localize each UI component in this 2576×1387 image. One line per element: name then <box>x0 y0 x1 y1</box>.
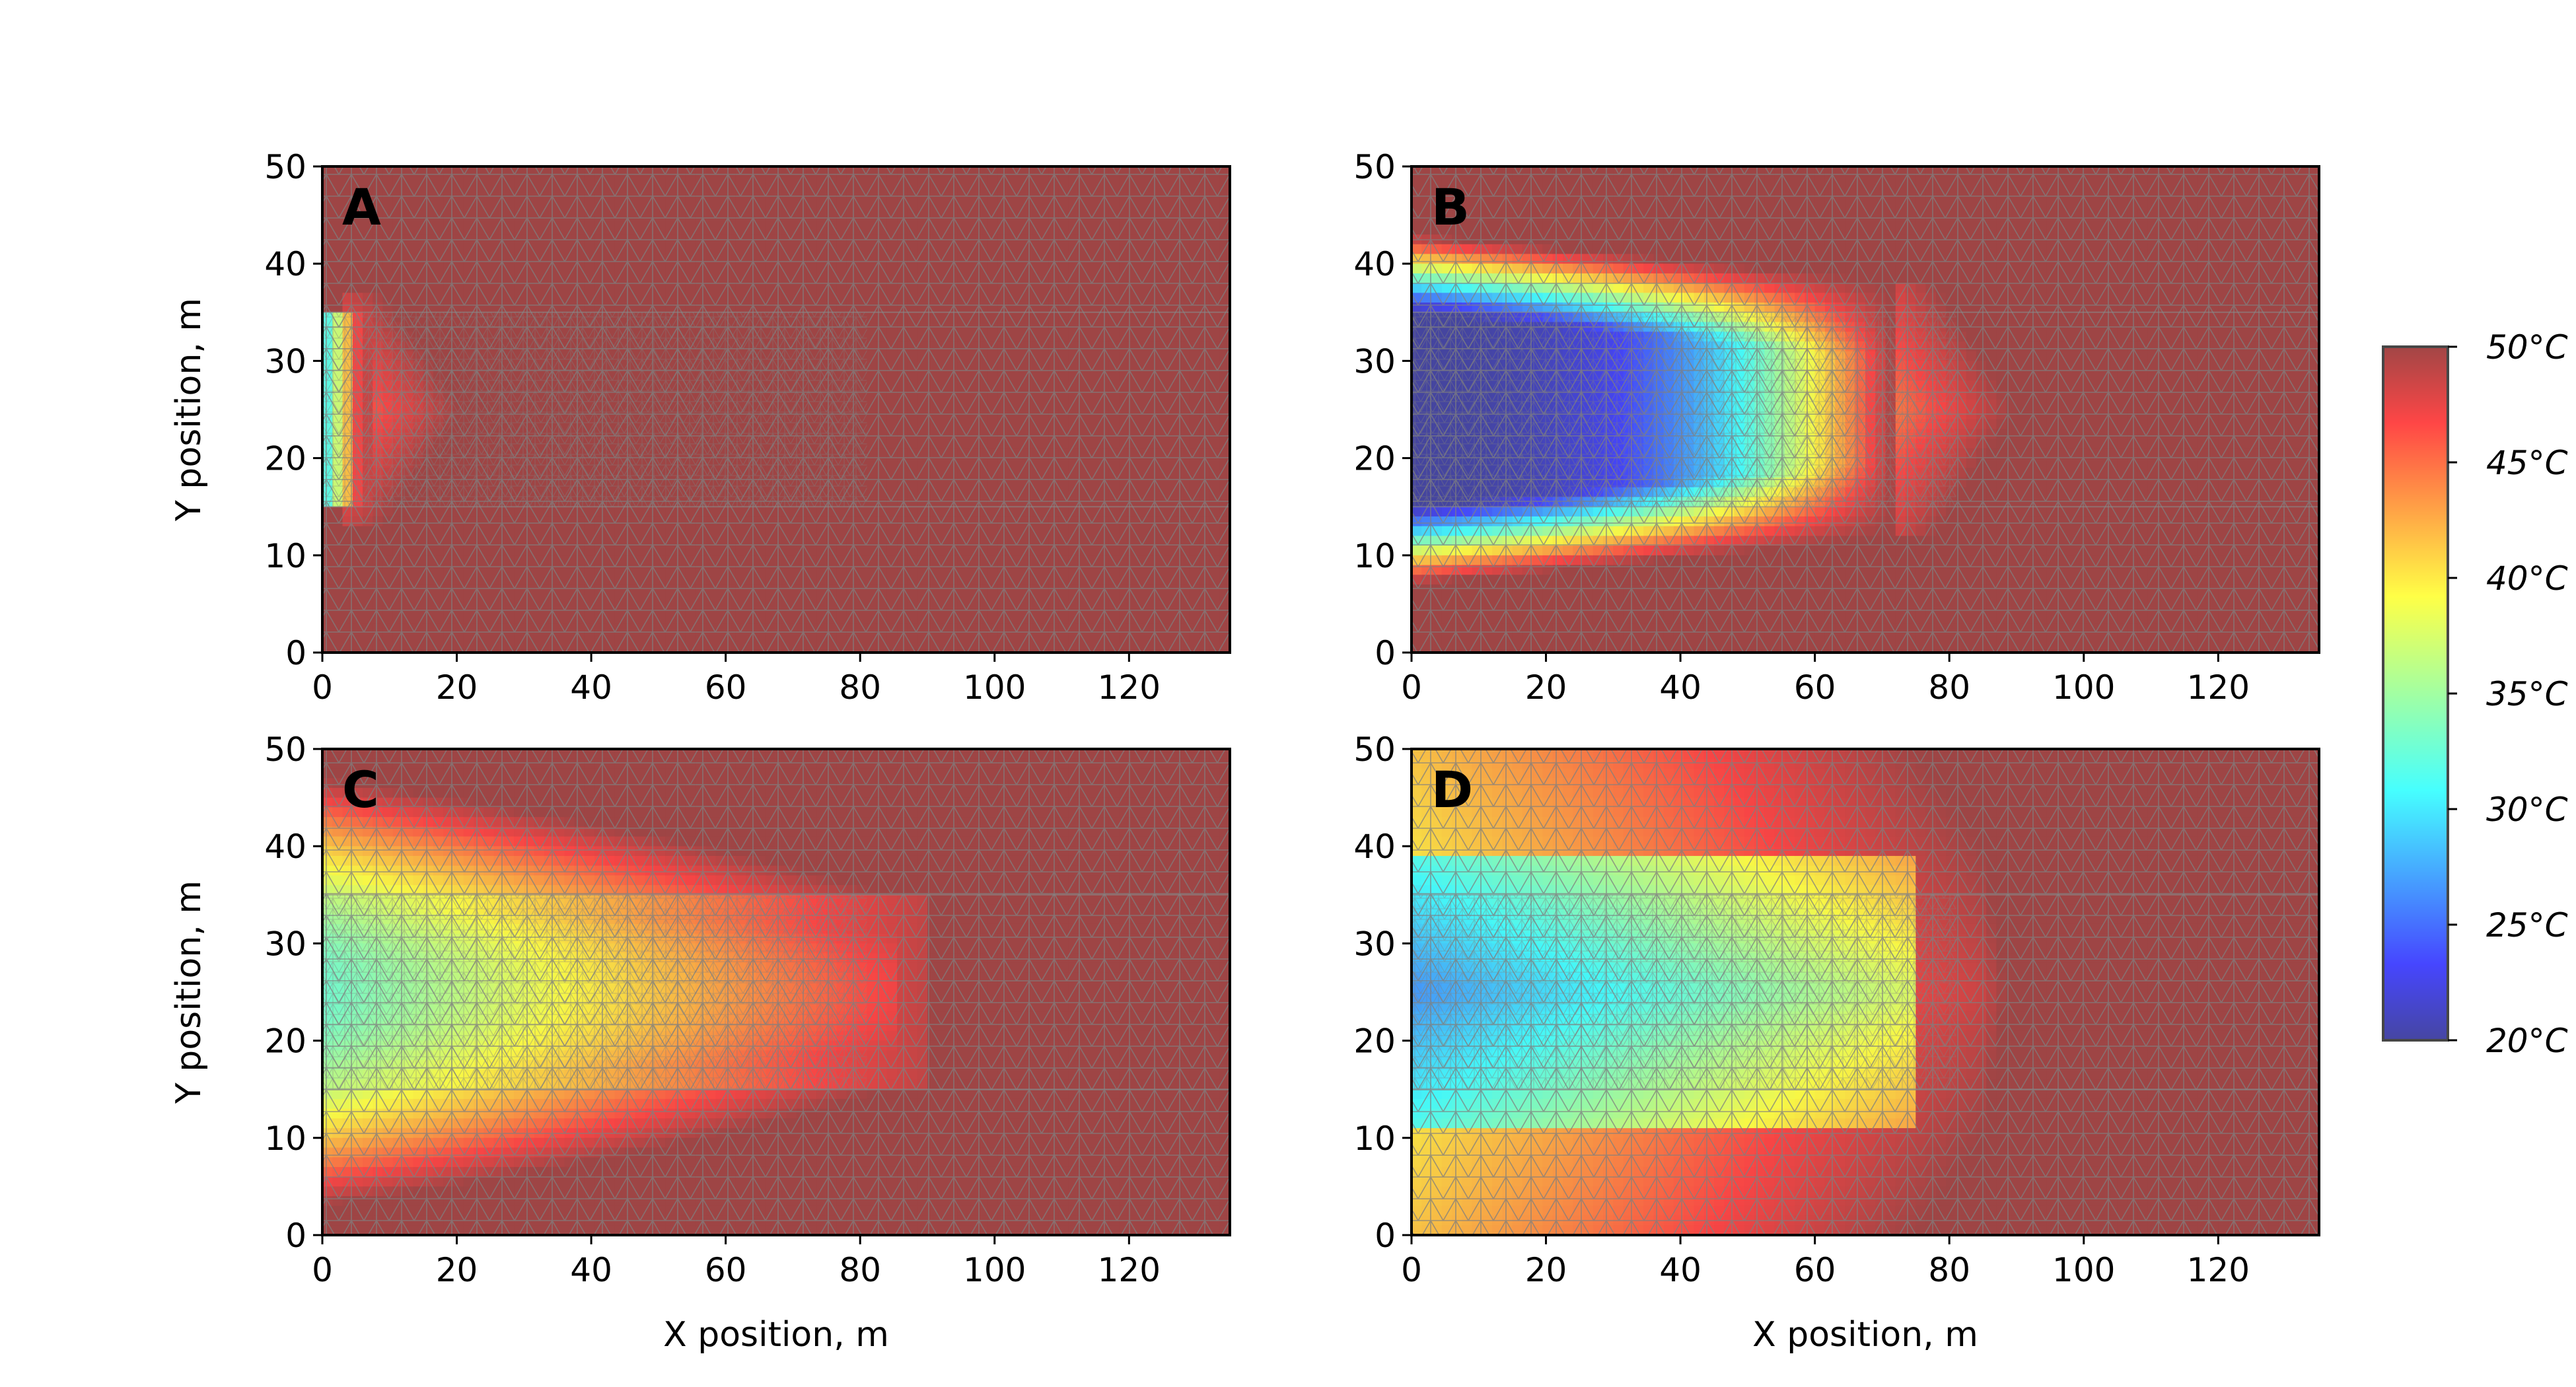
x-tick-label: 20 <box>1525 668 1567 707</box>
axes-frame <box>1410 748 2320 1236</box>
x-tick-label: 40 <box>570 1251 612 1289</box>
y-tick-label: 10 <box>264 1120 306 1158</box>
panel-label: B <box>1431 178 1470 236</box>
y-axis-label: Y position, m <box>169 298 209 522</box>
y-tick-label: 50 <box>1353 730 1396 769</box>
y-tick-label: 40 <box>1353 828 1396 866</box>
y-tick-label: 10 <box>1353 1120 1396 1158</box>
x-tick-label: 40 <box>1659 1251 1701 1289</box>
x-tick-label: 0 <box>312 668 333 707</box>
x-tick-label: 80 <box>1928 1251 1970 1289</box>
x-tick-label: 40 <box>1659 668 1701 707</box>
fine-mesh-overlay <box>322 312 867 507</box>
axes-frame <box>321 165 1231 654</box>
temperature-field <box>1412 749 2319 1235</box>
y-tick-label: 40 <box>264 828 306 866</box>
x-tick-label: 0 <box>1401 668 1422 707</box>
x-axis-label: X position, m <box>1752 1315 1978 1355</box>
temperature-field <box>322 166 1230 653</box>
colorbar-tick-label: 30°C <box>2486 791 2568 829</box>
y-tick-label: 30 <box>264 925 306 963</box>
x-tick-label: 60 <box>705 668 747 707</box>
y-tick-label: 10 <box>264 537 306 575</box>
colorbar-gradient <box>2382 345 2449 1042</box>
x-tick-label: 60 <box>1794 668 1836 707</box>
x-tick-label: 120 <box>1098 1251 1161 1289</box>
y-tick-label: 30 <box>1353 925 1396 963</box>
fine-mesh-overlay <box>322 894 867 1090</box>
colorbar-tick-label: 50°C <box>2486 328 2568 367</box>
colorbar-tick-label: 20°C <box>2486 1022 2568 1060</box>
colorbar-tick-label: 25°C <box>2486 906 2568 944</box>
panel-label: A <box>342 178 381 236</box>
x-tick-label: 100 <box>2052 1251 2115 1289</box>
y-tick-label: 50 <box>1353 148 1396 186</box>
panel-label: D <box>1431 760 1473 819</box>
x-tick-label: 20 <box>1525 1251 1567 1289</box>
x-tick-label: 20 <box>436 1251 478 1289</box>
panel-label: C <box>342 760 379 819</box>
y-tick-label: 50 <box>264 148 306 186</box>
x-tick-label: 80 <box>839 1251 881 1289</box>
temperature-field <box>1412 166 2319 653</box>
x-tick-label: 0 <box>1401 1251 1422 1289</box>
y-tick-label: 0 <box>285 1217 306 1255</box>
y-tick-label: 40 <box>1353 245 1396 283</box>
fine-mesh-overlay <box>1412 894 1956 1090</box>
axes-frame <box>321 748 1231 1236</box>
y-tick-label: 40 <box>264 245 306 283</box>
y-tick-label: 0 <box>1375 634 1396 672</box>
temperature-field <box>322 749 1230 1235</box>
x-tick-label: 100 <box>963 668 1026 707</box>
x-tick-label: 60 <box>705 1251 747 1289</box>
fine-mesh-overlay <box>1412 312 1956 507</box>
panel-d: 0 20 40 60 80 100 120 0 10 20 30 40 50 D X position, m <box>1353 730 2320 1355</box>
x-tick-label: 80 <box>1928 668 1970 707</box>
y-tick-label: 20 <box>1353 1022 1396 1061</box>
colorbar-ticks: 50°C 45°C 40°C 35°C 30°C 25°C 20°C <box>2448 328 2568 1060</box>
x-tick-label: 20 <box>436 668 478 707</box>
y-tick-label: 20 <box>264 440 306 478</box>
y-tick-label: 10 <box>1353 537 1396 575</box>
x-tick-label: 100 <box>2052 668 2115 707</box>
panel-a: 0 20 40 60 80 100 120 0 10 20 30 40 50 A Y position, m <box>169 148 1231 707</box>
x-tick-label: 120 <box>2187 668 2250 707</box>
x-tick-label: 0 <box>312 1251 333 1289</box>
x-tick-label: 120 <box>1098 668 1161 707</box>
y-tick-label: 50 <box>264 730 306 769</box>
colorbar-tick-label: 40°C <box>2486 559 2568 598</box>
colorbar-tick-label: 35°C <box>2486 675 2568 713</box>
axes-frame <box>1410 165 2320 654</box>
y-tick-label: 30 <box>264 342 306 380</box>
x-axis-label: X position, m <box>663 1315 889 1355</box>
panel-c: 0 20 40 60 80 100 120 0 10 20 30 40 50 C Y position, m… <box>169 730 1231 1355</box>
y-tick-label: 30 <box>1353 342 1396 380</box>
panel-b: 0 20 40 60 80 100 120 0 10 20 30 40 50 B <box>1353 148 2320 707</box>
x-tick-label: 80 <box>839 668 881 707</box>
x-tick-label: 120 <box>2187 1251 2250 1289</box>
y-axis-label: Y position, m <box>169 880 209 1104</box>
y-tick-label: 0 <box>1375 1217 1396 1255</box>
x-tick-label: 100 <box>963 1251 1026 1289</box>
colorbar: 50°C 45°C 40°C 35°C 30°C 25°C 20°C <box>2382 328 2568 1060</box>
y-tick-label: 0 <box>285 634 306 672</box>
x-tick-label: 40 <box>570 668 612 707</box>
x-tick-label: 60 <box>1794 1251 1836 1289</box>
y-tick-label: 20 <box>1353 440 1396 478</box>
colorbar-tick-label: 45°C <box>2486 444 2568 482</box>
y-tick-label: 20 <box>264 1022 306 1061</box>
